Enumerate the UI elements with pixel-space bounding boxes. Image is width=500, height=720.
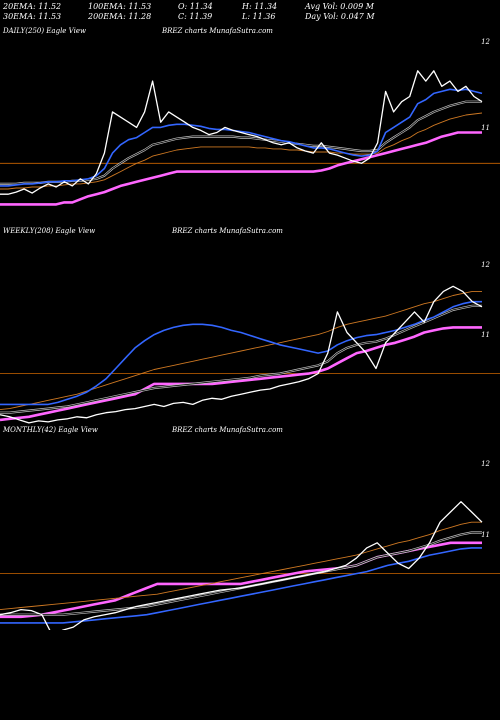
weekly-chart (0, 285, 500, 424)
monthly-tick-11: 11 (481, 531, 490, 539)
daily-chart (0, 70, 500, 206)
header-open: O: 11.34 (178, 2, 213, 11)
price-line (0, 70, 483, 195)
ema-long-line (0, 131, 482, 206)
price-line (0, 501, 483, 630)
weekly-panel-title: WEEKLY(208) Eagle View (3, 227, 96, 235)
header-close: C: 11.39 (178, 12, 213, 21)
daily-panel-title: DAILY(250) Eagle View (3, 27, 86, 35)
header-ema200: 200EMA: 11.28 (88, 12, 152, 21)
daily-tick-12: 12 (481, 38, 490, 46)
ema-mid-line-inner (0, 305, 482, 414)
header-high: H: 11.34 (242, 2, 278, 11)
ema-fast-line (0, 88, 483, 187)
header-low: L: 11.36 (242, 12, 276, 21)
monthly-tick-12: 12 (481, 460, 490, 468)
monthly-chart (0, 501, 500, 630)
monthly-panel-title: MONTHLY(42) Eagle View (3, 426, 98, 434)
ema-long-line (0, 326, 482, 422)
header-avg-vol: Avg Vol: 0.009 M (305, 2, 374, 11)
header-ema100: 100EMA: 11.53 (88, 2, 152, 11)
ema-fast-line (0, 547, 482, 624)
ema-mid-line (0, 304, 482, 414)
ema-slow-line (0, 290, 482, 411)
header-ema30: 30EMA: 11.53 (3, 12, 62, 21)
monthly-watermark: BREZ charts MunafaSutra.com (172, 426, 283, 434)
weekly-tick-11: 11 (481, 331, 490, 339)
header-ema20: 20EMA: 11.52 (3, 2, 62, 11)
ema-slow-line (0, 521, 482, 611)
ema-slow-line (0, 112, 483, 190)
daily-tick-11: 11 (481, 124, 490, 132)
weekly-tick-12: 12 (481, 261, 490, 269)
price-line (0, 285, 483, 424)
daily-watermark: BREZ charts MunafaSutra.com (162, 27, 273, 35)
weekly-watermark: BREZ charts MunafaSutra.com (172, 227, 283, 235)
header-day-vol: Day Vol: 0.047 M (305, 12, 375, 21)
ema-long-line (0, 541, 482, 619)
ema-mid-line-inner (0, 101, 482, 185)
ema-fast-line (0, 300, 482, 406)
